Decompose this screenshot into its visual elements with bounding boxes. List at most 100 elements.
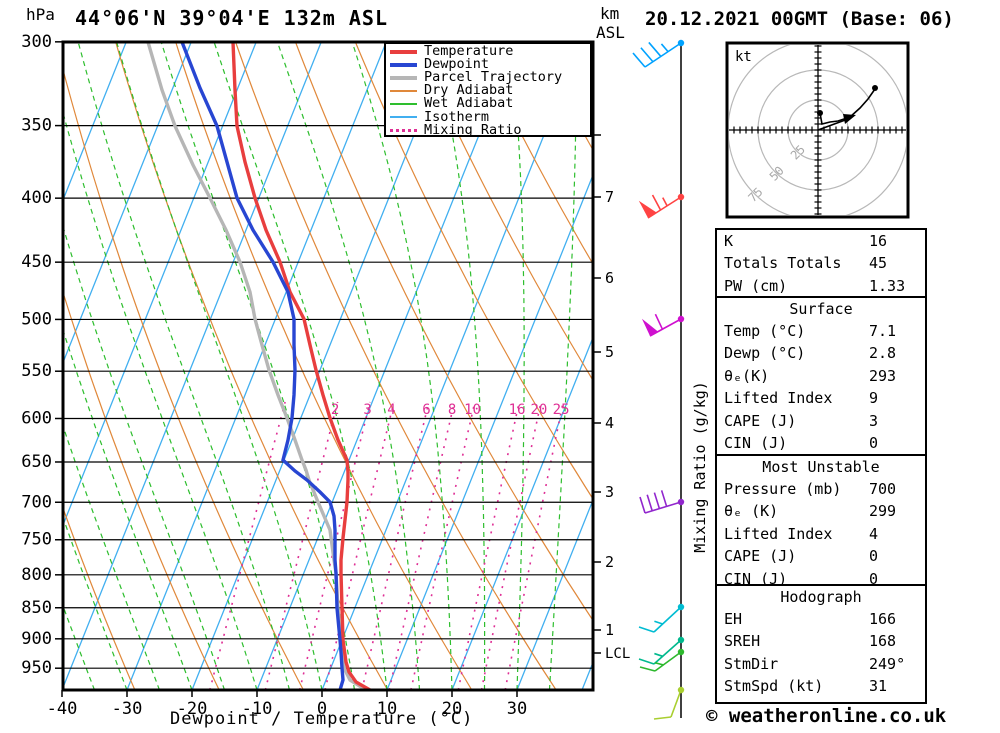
row-label: CAPE (J)	[724, 411, 797, 430]
pressure-tick-550: 550	[21, 361, 52, 381]
row-value: 700	[869, 480, 897, 498]
mixing-label-25: 25	[553, 402, 570, 418]
hodograph-border	[725, 41, 910, 219]
temp-axis: -40 -30 -20 -10 0 10 20 30	[47, 690, 527, 719]
temp-tick-20: 20	[442, 699, 462, 719]
km-tick-2: 2	[605, 553, 614, 571]
row-value: 4	[869, 524, 879, 543]
row-value: 299	[869, 502, 897, 521]
pressure-tick-400: 400	[21, 188, 52, 208]
row-label: StmDir	[724, 654, 779, 673]
panel-row: θₑ (K) 299	[717, 500, 925, 522]
panel-row: CAPE (J) 0	[717, 545, 925, 567]
panel-row: Totals Totals 45	[717, 252, 925, 274]
row-value: 2.8	[869, 344, 897, 363]
legend: Temperature Dewpoint Parcel Trajectory Dry …	[384, 42, 592, 137]
panel-surface: Surface Temp (°C) 7.1 Dewp (°C) 2.8 θₑ(K) 293 L…	[715, 296, 927, 456]
row-label: SREH	[724, 632, 761, 651]
panel-row: StmSpd (kt) 31	[717, 675, 925, 697]
pressure-tick-950: 950	[21, 658, 52, 678]
row-label: CIN (J)	[724, 569, 788, 588]
km-tick-1: 1	[605, 621, 614, 639]
legend-item: Wet Adiabat	[390, 97, 590, 110]
panel-row: StmDir 249°	[717, 653, 925, 675]
legend-swatch-mixing-ratio	[390, 128, 417, 132]
row-value: 166	[869, 610, 897, 628]
wind-barb-988	[653, 686, 685, 720]
hodograph-ring-label-25: 25	[788, 142, 808, 162]
panel-row: SREH 168	[717, 630, 925, 652]
km-tick-4: 4	[605, 414, 614, 432]
panel-row: θₑ(K) 293	[717, 365, 925, 387]
pressure-tick-900: 900	[21, 629, 52, 649]
plot-border	[61, 40, 595, 692]
row-label: Pressure (mb)	[724, 480, 842, 498]
legend-label: Wet Adiabat	[424, 95, 514, 112]
pressure-tick-800: 800	[21, 565, 52, 585]
panel-row: CAPE (J) 3	[717, 410, 925, 432]
copyright: © weatheronline.co.uk	[706, 705, 947, 727]
legend-swatch-temperature	[390, 49, 417, 54]
row-value: 249°	[869, 654, 906, 673]
row-label: PW (cm)	[724, 276, 788, 295]
legend-label: Isotherm	[424, 108, 490, 125]
legend-swatch-isotherm	[390, 116, 417, 119]
panel-row: Temp (°C) 7.1	[717, 320, 925, 342]
mixing-ratio-axis-label: Mixing Ratio (g/kg)	[691, 381, 709, 553]
storm-motion-arrow	[817, 118, 849, 131]
row-value: 1.33	[869, 276, 906, 295]
km-tick-5: 5	[605, 343, 614, 361]
row-label: CIN (J)	[724, 433, 788, 452]
temp-tick--10: -10	[242, 699, 273, 719]
legend-item: Dry Adiabat	[390, 84, 590, 97]
row-label: EH	[724, 610, 743, 628]
temp-tick-30: 30	[507, 699, 527, 719]
legend-label: Dewpoint	[424, 56, 490, 73]
panel-row: Lifted Index 4	[717, 523, 925, 545]
row-label: StmSpd (kt)	[724, 677, 824, 696]
temp-tick-10: 10	[377, 699, 397, 719]
mixing-label-16: 16	[509, 402, 526, 418]
panel-row: Pressure (mb) 700	[717, 478, 925, 500]
wind-barb-300	[632, 39, 685, 68]
mixing-label-3: 3	[363, 402, 371, 418]
pressure-tick-500: 500	[21, 309, 52, 329]
temp-tick--30: -30	[112, 699, 143, 719]
legend-label: Temperature	[424, 43, 514, 60]
wind-barb-900	[638, 636, 685, 665]
temp-tick--40: -40	[47, 699, 78, 719]
panel-row: PW (cm) 1.33	[717, 275, 925, 297]
altitude-unit-km-label: km	[600, 4, 620, 23]
legend-label: Parcel Trajectory	[424, 69, 563, 86]
row-value: 168	[869, 632, 897, 651]
row-label: CAPE (J)	[724, 547, 797, 566]
dewpoint-curve	[180, 42, 345, 690]
mixing-ratio-labels: 2 3 4 6 8 10 16 20 25	[331, 402, 570, 418]
row-value: 3	[869, 411, 879, 430]
altitude-unit-asl-label: ASL	[596, 23, 625, 42]
mixing-ratio-lines	[209, 401, 564, 690]
pressure-tick-700: 700	[21, 492, 52, 512]
legend-item: Parcel Trajectory	[390, 69, 590, 86]
wind-barb-400	[638, 193, 685, 219]
mixing-label-20: 20	[530, 402, 547, 418]
legend-swatch-parcel-trajectory	[390, 75, 417, 80]
panel-row: CIN (J) 0	[717, 568, 925, 590]
km-axis: 7 6 5 4 3 2 1 LCL	[593, 134, 630, 662]
panel-row: Lifted Index 9	[717, 387, 925, 409]
row-value: 9	[869, 389, 879, 408]
row-label: K	[724, 232, 734, 250]
panel-row: Dewp (°C) 2.8	[717, 342, 925, 364]
hodograph-unit-label: kt	[735, 49, 752, 65]
mixing-label-8: 8	[448, 402, 456, 418]
legend-label: Dry Adiabat	[424, 82, 514, 99]
panel-title: Most Unstable	[762, 458, 880, 476]
row-value: 293	[869, 366, 897, 385]
pressure-tick-450: 450	[21, 252, 52, 272]
row-value: 45	[869, 254, 888, 273]
row-label: Lifted Index	[724, 389, 833, 408]
row-value: 7.1	[869, 322, 897, 340]
lcl-label: LCL	[605, 646, 630, 662]
